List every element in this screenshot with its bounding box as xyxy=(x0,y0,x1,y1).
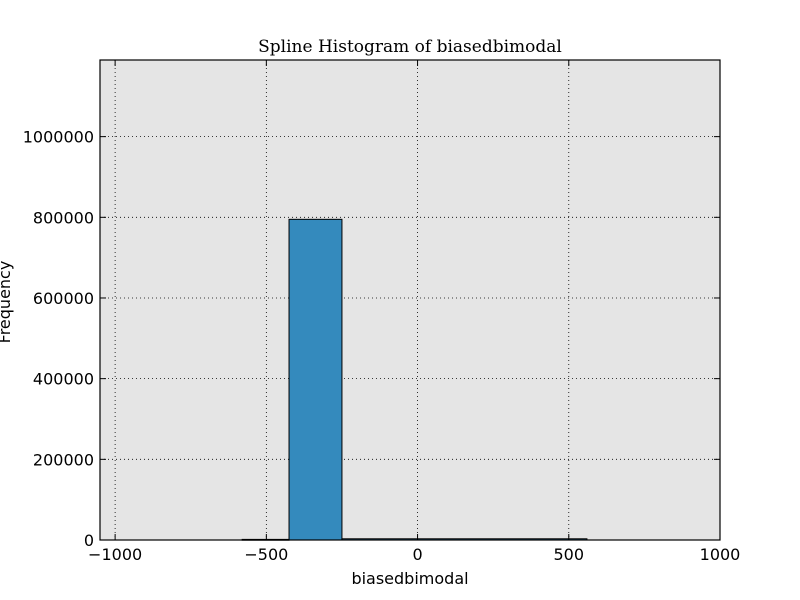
histogram-bar xyxy=(288,218,343,541)
x-tick-label: 0 xyxy=(412,545,422,564)
plot-frame xyxy=(99,59,721,541)
axis-ticks: −1000 −500 0 500 1000 0 200000 400000 600000 8000… xyxy=(23,60,741,564)
x-axis-label: biasedbimodal xyxy=(351,569,468,588)
x-tick-label: 1000 xyxy=(700,545,741,564)
y-tick-label: 0 xyxy=(84,531,94,550)
y-tick-label: 200000 xyxy=(33,450,94,469)
chart-title: Spline Histogram of biasedbimodal xyxy=(258,37,562,57)
y-tick-label: 400000 xyxy=(33,370,94,389)
y-tick-label: 1000000 xyxy=(23,128,94,147)
y-tick-label: 800000 xyxy=(33,208,94,227)
x-tick-label: −500 xyxy=(244,545,288,564)
plot-background xyxy=(100,60,720,540)
x-tick-label: 500 xyxy=(554,545,585,564)
x-tick-label: −1000 xyxy=(88,545,142,564)
y-tick-label: 600000 xyxy=(33,289,94,308)
y-axis-label: Frequency xyxy=(0,261,14,344)
